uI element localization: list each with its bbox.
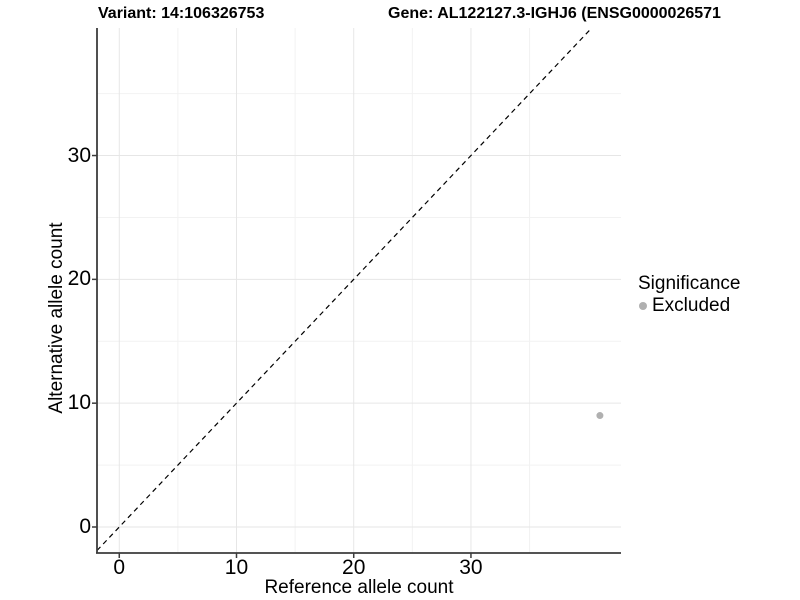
gene-title: Gene: AL122127.3-IGHJ6 (ENSG0000026571 <box>388 5 721 22</box>
legend-item-label: Excluded <box>652 295 731 316</box>
legend-title: Significance <box>638 273 741 294</box>
legend: Significance Excluded <box>638 273 740 317</box>
axis-lines <box>96 28 621 554</box>
x-tick-label-30: 30 <box>459 556 483 579</box>
minor-gridlines <box>97 28 621 553</box>
major-gridlines <box>97 28 621 553</box>
y-axis-title: Alternative allele count <box>46 222 67 414</box>
identity-dashed-line <box>96 27 593 551</box>
axis-tick-marks <box>92 154 472 558</box>
y-tick-label-0: 0 <box>79 514 91 538</box>
x-tick-label-20: 20 <box>342 556 366 579</box>
excluded-point-icon <box>639 302 647 310</box>
x-tick-label-10: 10 <box>224 556 249 579</box>
variant-title: Variant: 14:106326753 <box>98 5 265 22</box>
x-tick-label-0: 0 <box>113 556 126 579</box>
y-tick-label-30: 30 <box>67 143 91 167</box>
y-tick-label-10: 10 <box>67 391 91 415</box>
data-point-excluded <box>596 412 604 420</box>
y-tick-label-20: 20 <box>67 267 91 291</box>
legend-item-excluded: Excluded <box>638 295 740 317</box>
data-points <box>596 412 604 420</box>
x-axis-title: Reference allele count <box>264 577 454 598</box>
